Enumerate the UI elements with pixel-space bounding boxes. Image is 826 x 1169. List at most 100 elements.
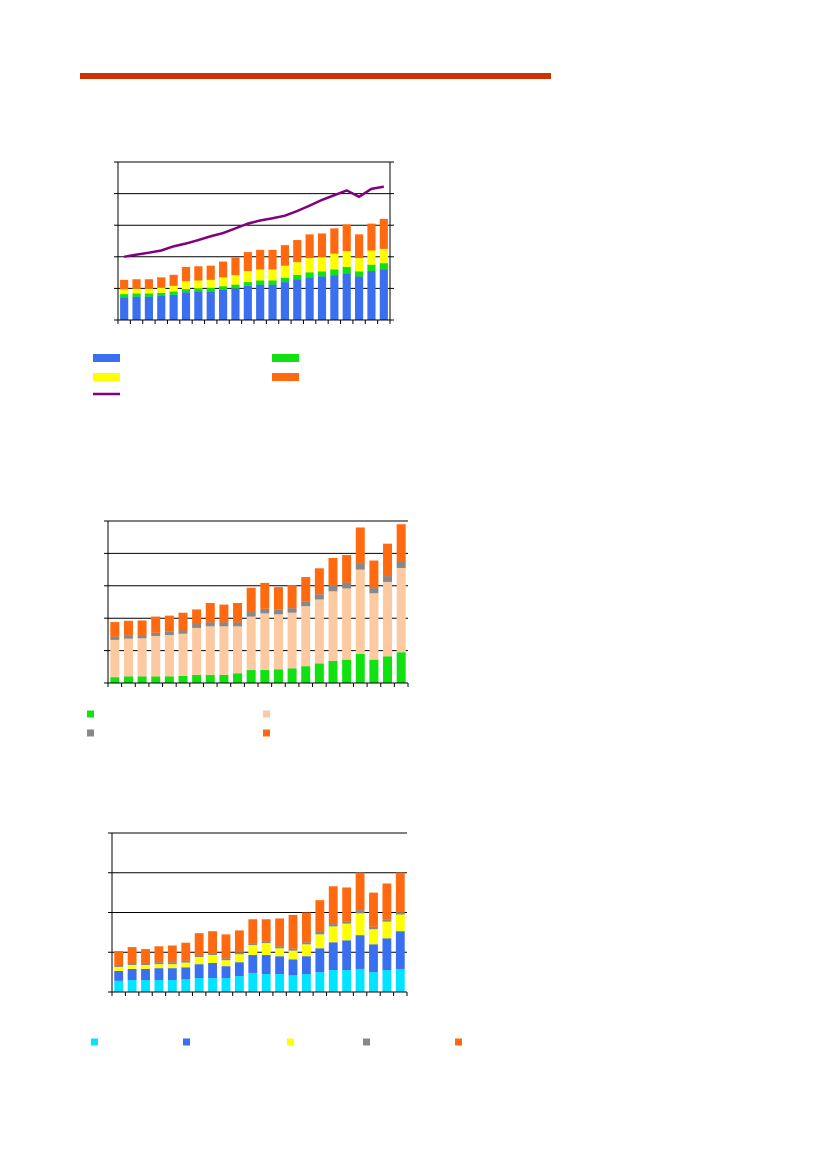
bar-segment: [315, 931, 325, 935]
bar-segment: [194, 280, 203, 289]
bar-segment: [206, 287, 215, 292]
bar-segment: [110, 677, 120, 683]
bar-segment: [120, 297, 129, 320]
bar-segment: [231, 284, 240, 289]
bar-segment: [194, 964, 204, 979]
bar-segment: [396, 561, 406, 568]
bar-segment: [233, 673, 243, 683]
bar-segment: [141, 949, 150, 963]
bar-segment: [208, 931, 217, 954]
bar-segment: [314, 599, 324, 664]
bar-segment: [256, 284, 265, 320]
bar-segment: [355, 234, 364, 259]
bar-segment: [342, 659, 352, 683]
bar-segment: [396, 652, 406, 683]
bar-segment: [317, 271, 327, 277]
bar-segment: [355, 872, 365, 911]
legend-swatch: [183, 1038, 190, 1046]
line-series: [123, 185, 385, 259]
bar-segment: [288, 914, 298, 949]
bar-segment: [205, 626, 215, 675]
bar-segment: [261, 974, 271, 992]
bar-segment: [383, 543, 393, 577]
legend-swatch: [87, 729, 94, 737]
bar-segment: [280, 265, 289, 278]
bar-segment: [169, 294, 178, 320]
bar-segment: [178, 633, 188, 676]
bar-segment: [355, 527, 365, 564]
bar-segment: [302, 974, 311, 992]
bar-segment: [243, 271, 252, 283]
bar-segment: [178, 630, 188, 634]
bar-segment: [367, 223, 376, 251]
bar-segment: [154, 980, 164, 992]
bar-segment: [157, 295, 166, 320]
bar-segment: [164, 631, 174, 636]
bar-segment: [396, 567, 406, 653]
bar-segment: [154, 964, 164, 969]
bar-segment: [280, 277, 289, 283]
bar-segment: [342, 921, 352, 924]
bar-segment: [302, 912, 311, 943]
bar-segment: [231, 288, 240, 320]
bar-segment: [181, 281, 191, 290]
bar-segment: [132, 296, 141, 320]
bar-segment: [144, 293, 153, 297]
bar-segment: [302, 944, 311, 957]
bar-segment: [293, 262, 302, 275]
bar-segment: [221, 960, 231, 967]
bar-segment: [164, 615, 174, 632]
bar-segment: [234, 952, 244, 955]
bar-segment: [167, 945, 177, 963]
bar-segment: [268, 284, 277, 320]
bar-segment: [141, 968, 150, 981]
bar-segment: [355, 935, 365, 969]
bar-segment: [369, 659, 379, 683]
bar-segment: [379, 269, 388, 320]
bar-segment: [181, 962, 191, 968]
legend-swatch: [363, 1038, 370, 1046]
bar-segment: [178, 675, 188, 683]
legend-swatch: [455, 1038, 462, 1046]
legend-swatch: [272, 354, 299, 362]
bar-segment: [164, 635, 174, 677]
bar-segment: [233, 626, 243, 674]
bar-segment: [314, 594, 324, 600]
bar-segment: [287, 608, 297, 613]
bar-segment: [275, 948, 285, 957]
bar-segment: [330, 269, 339, 276]
bar-segment: [355, 569, 365, 654]
bar-segment: [157, 277, 166, 288]
bar-segment: [154, 962, 164, 965]
bar-segment: [367, 271, 376, 320]
bar-segment: [114, 951, 124, 965]
bar-segment: [243, 285, 252, 320]
bar-segment: [261, 943, 271, 956]
bar-segment: [260, 608, 270, 614]
bar-segment: [234, 976, 244, 992]
bar-segment: [141, 962, 150, 965]
bar-segment: [234, 962, 244, 977]
bar-segment: [330, 228, 339, 254]
bar-segment: [261, 955, 271, 975]
header-rule: [80, 73, 551, 79]
bar-segment: [305, 258, 314, 273]
bar-segment: [132, 279, 141, 289]
bar-segment: [315, 900, 325, 932]
bar-segment: [231, 257, 240, 276]
legend-swatch: [87, 710, 94, 718]
bar-segment: [110, 639, 120, 678]
bar-segment: [342, 940, 352, 971]
bar-segment: [355, 271, 364, 277]
bar-segment: [273, 587, 283, 610]
bar-segment: [369, 929, 378, 945]
bar-segment: [192, 674, 202, 683]
bar-segment: [248, 943, 258, 946]
bar-segment: [246, 587, 256, 613]
bar-segment: [379, 263, 388, 270]
bar-segment: [137, 638, 147, 677]
bar-segment: [382, 883, 392, 920]
bar-segment: [178, 612, 188, 631]
bar-segment: [342, 923, 352, 941]
bar-segment: [314, 663, 324, 683]
